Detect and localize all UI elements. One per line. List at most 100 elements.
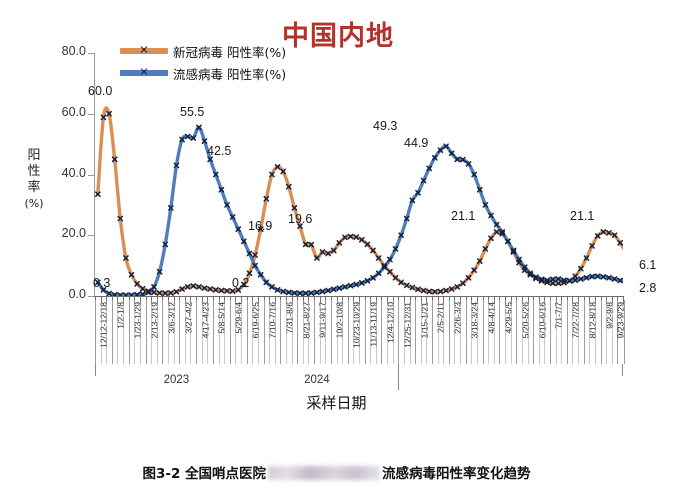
data-point-marker-x-icon [297, 290, 303, 296]
x-axis-label-cell: 7/1-7/7 [549, 300, 568, 364]
data-point-marker-x-icon [308, 241, 315, 248]
data-point-marker-x-icon [443, 287, 449, 294]
data-point-marker-x-icon [606, 229, 612, 236]
data-point-marker-x-icon [578, 265, 584, 272]
y-axis-title-char: 性 [27, 164, 41, 179]
x-axis-label-cell: 8/12-8/18 [583, 300, 602, 364]
data-point-marker-x-icon [454, 156, 461, 163]
x-axis-label-divider [207, 300, 209, 364]
x-axis-label-cell: 7/22-7/28 [566, 300, 585, 364]
data-point-marker-x-icon [476, 258, 483, 264]
x-axis-label-divider [252, 300, 254, 364]
x-axis-tick-label: 9/23-9/29 [615, 302, 626, 339]
x-axis-label-divider [218, 300, 220, 364]
x-axis-label-cell: 8/21-8/27 [297, 300, 315, 364]
data-point-marker-x-icon [139, 291, 146, 296]
series-line-flu [96, 125, 623, 296]
y-axis-title: 阳 性 率 (%) [24, 148, 44, 212]
data-point-marker-x-icon [106, 290, 112, 296]
data-point-marker-x-icon [387, 256, 393, 263]
x-axis-label-divider [184, 300, 186, 364]
x-axis-label-divider [151, 300, 153, 364]
x-axis-label-cell: 10/23-10/29 [347, 300, 366, 364]
data-point-marker-x-icon [241, 238, 247, 245]
data-point-marker-x-icon [196, 284, 202, 290]
caption-redacted-block [268, 466, 381, 480]
legend-marker-x-icon: ✕ [139, 44, 149, 57]
x-axis-label-cell: 2/26-3/3 [448, 300, 467, 364]
data-point-marker-x-icon [111, 291, 118, 296]
data-point-marker-x-icon [117, 215, 124, 222]
data-point-marker-x-icon [201, 285, 208, 291]
x-axis-label-divider [117, 300, 119, 364]
data-point-marker-x-icon [403, 215, 410, 222]
data-point-marker-x-icon [516, 256, 522, 263]
data-point-marker-x-icon [302, 290, 309, 296]
x-axis-label-divider [493, 300, 495, 364]
data-point-marker-x-icon [617, 277, 623, 284]
x-axis-label-cell: 3/18-3/24 [465, 300, 484, 364]
data-point-marker-x-icon [589, 273, 595, 280]
data-point-marker-x-icon [358, 280, 365, 286]
data-point-marker-x-icon [190, 135, 197, 141]
data-point-marker-x-icon [392, 246, 399, 252]
data-point-marker-x-icon [106, 110, 112, 117]
y-axis-tick-label: 60.0 [61, 104, 86, 119]
data-point-marker-x-icon [482, 202, 489, 208]
data-point-marker-x-icon [521, 264, 528, 270]
x-axis-label-divider [392, 300, 394, 364]
x-axis-label-cell: 12/4-12/10 [381, 300, 399, 364]
x-axis-label-cell: 11/13-11/19 [364, 300, 383, 364]
data-point-marker-x-icon [224, 202, 230, 208]
figure-caption: 图3-2 全国哨点医院 流感病毒阳性率变化趋势 [0, 462, 673, 482]
x-axis-label-divider [572, 300, 574, 364]
data-point-marker-x-icon [409, 284, 416, 291]
y-axis-line [94, 53, 95, 296]
x-axis-label-cell: 7/31-8/6 [280, 300, 298, 364]
data-point-marker-x-icon [128, 271, 135, 278]
data-point-marker-x-icon [527, 271, 534, 278]
x-axis-label-divider [201, 300, 203, 364]
legend-swatch-flu: ✕ [120, 67, 168, 78]
x-axis-year-band: 2023 2024 [95, 364, 623, 394]
data-point-marker-x-icon [123, 255, 129, 261]
x-axis-label-divider [291, 300, 293, 364]
x-axis-label-divider [375, 300, 377, 364]
legend-label-covid: 新冠病毒 阳性率(%) [173, 44, 287, 60]
data-point-marker-x-icon [347, 233, 354, 240]
data-point-marker-x-icon [330, 286, 337, 293]
x-axis-label-cell: 2/13-2/19 [145, 300, 164, 364]
series-svg [95, 106, 623, 296]
data-point-marker-x-icon [257, 271, 264, 278]
data-point-marker-x-icon [443, 143, 449, 150]
x-axis-label-divider [241, 300, 243, 364]
data-point-marker-x-icon [330, 247, 337, 254]
data-point-marker-x-icon [617, 239, 623, 246]
data-point-marker-x-icon [381, 262, 388, 269]
data-point-marker-x-icon [527, 270, 534, 277]
data-point-marker-x-icon [162, 241, 169, 248]
x-axis-label-cell: 4/8-4/14 [482, 300, 501, 364]
caption-prefix: 图3-2 全国哨点医院 [142, 466, 267, 482]
data-point-marker-x-icon [241, 281, 247, 288]
chart-title: 中国内地 [282, 21, 394, 52]
data-point-marker-x-icon [179, 136, 185, 143]
data-point-marker-x-icon [100, 287, 107, 293]
x-axis-label-cell: 3/6-3/12 [162, 300, 180, 364]
data-point-marker-x-icon [218, 186, 225, 193]
x-axis-label-divider [106, 300, 108, 364]
data-point-marker-x-icon [156, 268, 163, 275]
data-point-marker-x-icon [246, 270, 253, 277]
data-point-marker-x-icon [134, 291, 140, 296]
x-axis-tick-mark [623, 296, 624, 304]
data-point-marker-x-icon [420, 287, 427, 294]
data-point-marker-x-icon [448, 150, 455, 157]
data-point-marker-x-icon [235, 287, 242, 293]
y-axis-tick-label: 40.0 [61, 165, 86, 180]
data-point-marker-x-icon [600, 229, 607, 235]
data-point-marker-x-icon [583, 274, 590, 281]
x-axis-label-cell: 2/5-2/11 [432, 300, 450, 364]
x-axis-label-divider [302, 300, 304, 364]
data-point-marker-x-icon [319, 249, 326, 255]
x-axis-label-divider [123, 300, 125, 364]
